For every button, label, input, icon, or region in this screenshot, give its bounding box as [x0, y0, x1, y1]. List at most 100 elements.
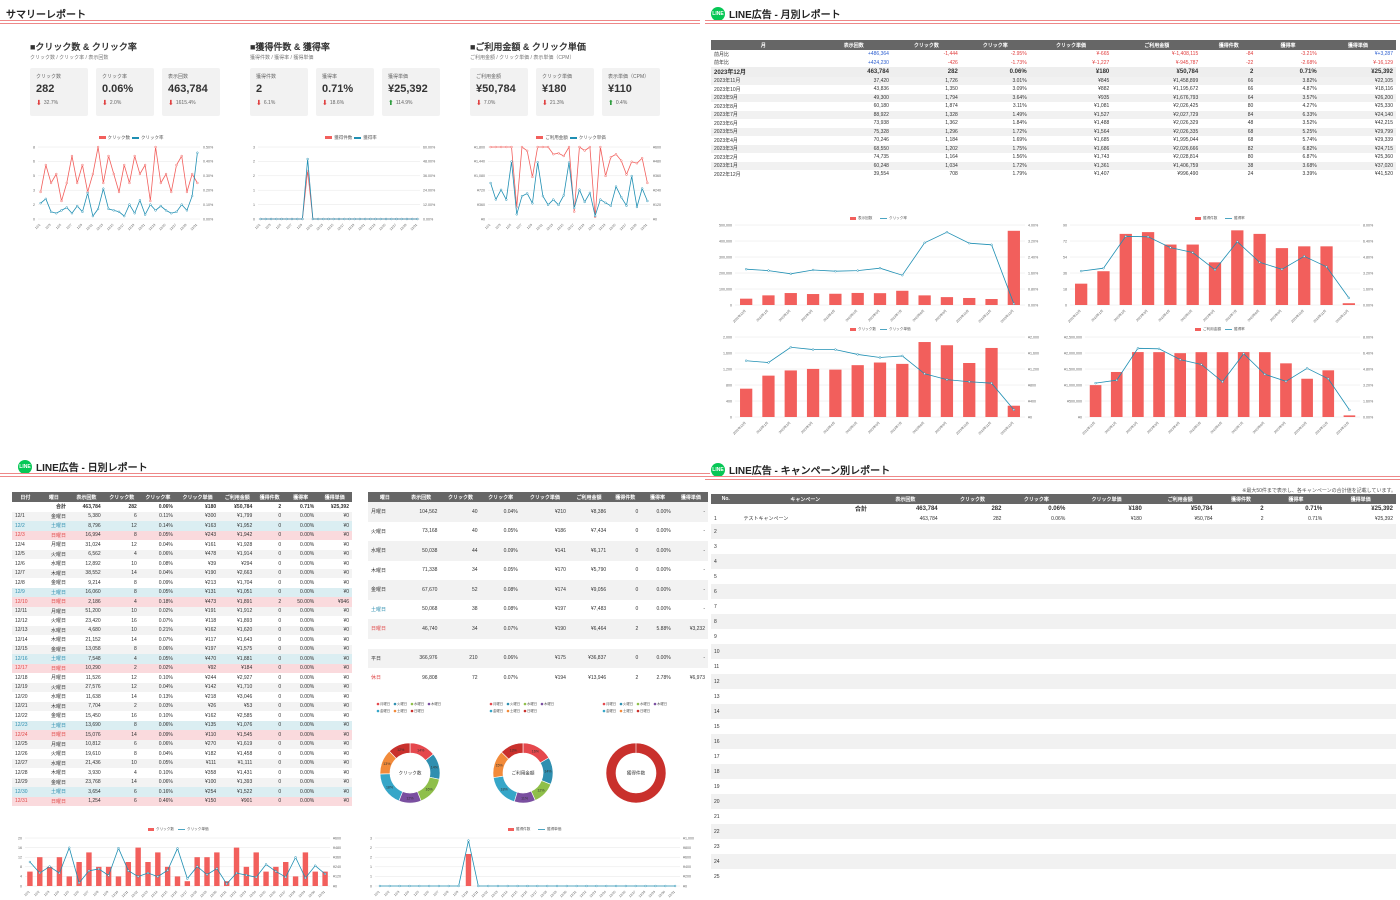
data-point: [38, 871, 41, 875]
table-cell: 0.00%: [300, 560, 315, 567]
y-tick-label: 1: [253, 189, 255, 193]
table-cell: 15,450: [85, 712, 101, 719]
bar: [174, 876, 181, 886]
data-point: [58, 871, 61, 875]
campaign-row: 2: [711, 524, 1396, 539]
table-cell: 10: [131, 560, 137, 567]
x-tick-label: 2023年4月: [822, 420, 836, 434]
data-point: [60, 209, 63, 212]
weekday-row: 土曜日 50,068 38 0.08% ¥197 ¥7,483 0 0.00% -: [368, 599, 708, 619]
data-point: [489, 145, 492, 149]
bar: [184, 881, 191, 886]
table-cell: 46,740: [422, 625, 438, 632]
data-point: [595, 884, 598, 888]
data-point: [494, 145, 497, 149]
y-tick-label: 6: [33, 160, 35, 164]
data-point: [1280, 268, 1284, 271]
table-cell: 1,164: [945, 154, 958, 161]
y-tick-label: 400,000: [719, 239, 732, 243]
column-header: クリック数: [891, 40, 961, 50]
day-row: 12/29 金曜日 23,768 14 0.06% ¥100 ¥1,393 0 0.00% ¥0: [12, 777, 352, 787]
table-cell: 0.07%: [503, 625, 518, 632]
x-tick-label: 12/16: [170, 890, 179, 899]
data-point: [408, 884, 411, 888]
table-cell: ¥50,784: [1194, 515, 1213, 522]
kpi-label: クリック数: [36, 74, 62, 80]
y2-tick-label: 1.60%: [1363, 399, 1374, 403]
table-cell: 月曜日: [50, 675, 66, 682]
table-cell: [870, 689, 941, 704]
table-cell: 4.87%: [1302, 86, 1317, 93]
table-cell: ¥190: [205, 570, 217, 577]
table-cell: 1: [714, 515, 717, 522]
table-cell: [740, 524, 870, 539]
table-cell: [1004, 584, 1068, 599]
table-cell: 0.00%: [300, 570, 315, 577]
data-point: [1169, 246, 1172, 249]
legend-label: クリック率: [141, 135, 164, 140]
x-tick-label: 12/3: [45, 223, 52, 230]
donut-slice-label: 15%: [496, 764, 504, 768]
x-tick-label: 12/7: [515, 223, 522, 230]
x-tick-label: 12/8: [442, 890, 449, 897]
data-point: [225, 882, 228, 886]
data-point: [901, 354, 904, 358]
table-cell: 12/27: [15, 760, 28, 767]
legend-swatch: [602, 702, 606, 706]
table-cell: ¥0: [343, 570, 349, 577]
legend-label: 金曜日: [493, 708, 503, 713]
campaign-title: LINE LINE広告 - キャンペーン別レポート: [711, 462, 890, 477]
x-tick-label: 2023年12月: [999, 420, 1015, 436]
table-cell: ¥184: [241, 665, 253, 672]
column-header: 表示回数: [69, 492, 104, 502]
table-cell: [941, 524, 1005, 539]
table-cell: 0.06%: [158, 503, 173, 510]
x-tick-label: 12/20: [209, 890, 218, 899]
table-cell: 0.02%: [158, 608, 173, 615]
table-cell: ¥1,111: [237, 760, 253, 767]
day-row: 12/11 月曜日 51,200 10 0.02% ¥191 ¥1,912 0 0.00% ¥0: [12, 606, 352, 616]
donut-slice: [605, 742, 667, 804]
table-cell: 5.88%: [656, 625, 671, 632]
table-cell: [1216, 809, 1267, 824]
table-cell: ¥26: [207, 703, 217, 710]
x-tick-label: 2023年2月: [1124, 420, 1138, 434]
table-cell: 0: [278, 750, 282, 757]
table-cell: 合計: [854, 507, 867, 513]
table-cell: ¥111: [205, 760, 217, 767]
table-cell: 0.00%: [300, 579, 315, 586]
table-cell: ¥0: [343, 541, 349, 548]
legend-label: 日曜日: [414, 709, 424, 713]
bar: [76, 862, 82, 886]
table-cell: ¥1,676,793: [1173, 94, 1199, 101]
month-row: 2023年10月 43,836 1,350 3.09% ¥882 ¥1,195,672 66…: [711, 85, 1396, 94]
table-cell: [1068, 839, 1145, 854]
table-cell: 2: [1260, 515, 1264, 522]
x-tick-label: 12/30: [307, 890, 316, 899]
data-point: [284, 875, 287, 879]
table-cell: 38: [1247, 162, 1254, 169]
data-point: [186, 877, 189, 880]
table-cell: 2: [278, 503, 282, 510]
table-cell: 0: [635, 586, 639, 593]
kpi-value: 463,784: [168, 83, 208, 95]
table-cell: [740, 674, 870, 689]
column-header: 獲得率: [1266, 494, 1326, 504]
data-point: [575, 884, 578, 888]
table-cell: ¥162: [205, 627, 217, 634]
y-tick-label: 0: [730, 303, 732, 307]
data-point: [175, 163, 178, 167]
x-tick-label: 12/1: [484, 223, 491, 230]
table-cell: 0.06%: [158, 646, 173, 653]
table-cell: [1145, 869, 1216, 884]
table-cell: 0: [278, 513, 282, 520]
table-cell: [1068, 659, 1145, 674]
bar: [263, 871, 269, 886]
column-header: クリック単価: [1029, 40, 1113, 50]
data-point: [159, 204, 162, 208]
data-point: [767, 361, 770, 364]
data-point: [624, 884, 628, 888]
data-point: [156, 875, 159, 878]
y2-tick-label: ¥1,600: [1028, 351, 1039, 355]
table-cell: 平日: [371, 655, 382, 662]
